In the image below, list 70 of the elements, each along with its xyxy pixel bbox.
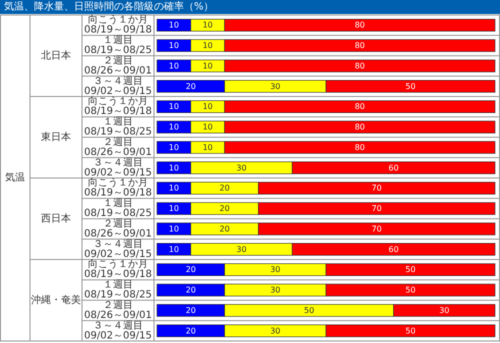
data-label: 30 — [439, 306, 450, 315]
data-label: 20 — [186, 306, 196, 315]
data-label: 10 — [168, 142, 179, 152]
data-label: 20 — [220, 184, 230, 193]
data-label: 10 — [168, 163, 179, 172]
y-tick-label: ２週目 08/26～09/01 — [84, 218, 152, 240]
data-label: 20 — [220, 224, 230, 234]
data-label: 10 — [168, 244, 179, 254]
y-tick-label: １週目 08/19～08/25 — [84, 198, 152, 220]
y-tick-label: 向こう１か月 08/19～09/18 — [84, 14, 152, 36]
y-tick-label: ２週目 08/26～09/01 — [84, 136, 152, 158]
data-label: 10 — [202, 102, 213, 112]
data-label: 20 — [186, 82, 196, 91]
data-label: 80 — [354, 102, 365, 112]
y-tick-label: １週目 08/19～08/25 — [84, 280, 152, 301]
data-label: 10 — [168, 204, 179, 214]
data-label: 70 — [372, 224, 382, 234]
text: 北日本 — [41, 49, 71, 62]
data-label: 80 — [354, 122, 365, 132]
text: 西日本 — [41, 212, 71, 224]
text: 気温 — [5, 172, 25, 184]
data-label: 30 — [270, 326, 280, 336]
data-label: 50 — [405, 265, 416, 274]
data-label: 10 — [168, 122, 179, 132]
data-label: 20 — [220, 204, 230, 214]
y-tick-label: ３～４週目 09/02～09/15 — [84, 238, 152, 260]
data-label: 50 — [304, 306, 314, 315]
text: 東日本 — [41, 130, 71, 143]
y-tick-label: ３～４週目 09/02～09/15 — [84, 320, 152, 342]
chart-title: 気温、降水量、日照時間の各階級の確率（%） — [4, 0, 214, 12]
y-tick-label: １週目 08/19～08/25 — [84, 35, 152, 56]
text: 沖縄・奄美 — [31, 294, 81, 306]
y-tick-label: ２週目 08/26～09/01 — [84, 55, 152, 76]
data-label: 30 — [236, 244, 247, 254]
y-tick-label: １週目 08/19～08/25 — [84, 116, 152, 138]
data-label: 10 — [168, 61, 179, 70]
data-label: 10 — [202, 122, 213, 132]
data-label: 10 — [202, 41, 213, 50]
data-label: 20 — [186, 265, 196, 274]
data-label: 80 — [354, 61, 365, 70]
data-label: 30 — [236, 163, 247, 172]
data-label: 80 — [354, 20, 365, 30]
y-tick-label: 向こう１か月 08/19～09/18 — [84, 95, 152, 118]
data-label: 10 — [202, 20, 213, 30]
y-tick-label: 向こう１か月 08/19～09/18 — [84, 176, 152, 199]
data-label: 10 — [168, 41, 179, 50]
data-label: 10 — [202, 142, 213, 152]
y-tick-label: ３～４週目 09/02～09/15 — [84, 76, 152, 97]
y-tick-label: 向こう１か月 08/19～09/18 — [84, 258, 152, 280]
data-label: 50 — [405, 82, 416, 91]
y-tick-label: ３～４週目 09/02～09/15 — [84, 157, 152, 178]
data-label: 60 — [388, 244, 399, 254]
data-label: 60 — [388, 163, 399, 172]
data-label: 30 — [270, 82, 280, 91]
y-tick-label: ２週目 08/26～09/01 — [84, 300, 152, 321]
data-label: 30 — [270, 286, 280, 295]
data-label: 70 — [372, 184, 382, 193]
data-label: 50 — [405, 326, 416, 336]
data-label: 80 — [354, 41, 365, 50]
data-label: 10 — [168, 102, 179, 112]
data-label: 10 — [202, 61, 213, 70]
data-label: 10 — [168, 20, 179, 30]
data-label: 10 — [168, 224, 179, 234]
data-label: 20 — [186, 326, 196, 336]
data-label: 20 — [186, 286, 196, 295]
data-label: 50 — [405, 286, 416, 295]
data-label: 70 — [372, 204, 382, 214]
data-label: 30 — [270, 265, 280, 274]
data-label: 80 — [354, 142, 365, 152]
data-label: 10 — [168, 184, 179, 193]
